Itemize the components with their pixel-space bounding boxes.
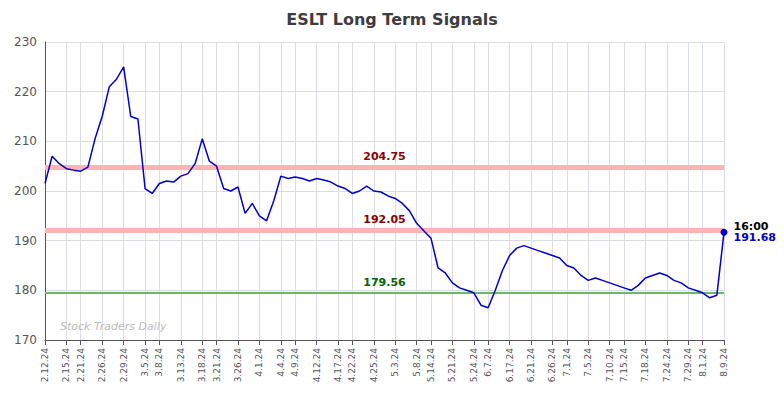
svg-text:3.26.24: 3.26.24 [233,348,243,383]
svg-text:Stock Traders Daily: Stock Traders Daily [60,320,167,333]
svg-text:ESLT Long Term Signals: ESLT Long Term Signals [286,10,498,29]
svg-text:4.1.24: 4.1.24 [254,348,264,377]
svg-text:8.1.24: 8.1.24 [698,348,708,377]
svg-text:3.5.24: 3.5.24 [140,348,150,377]
svg-text:4.25.24: 4.25.24 [369,348,379,383]
svg-text:6.26.24: 6.26.24 [547,348,557,383]
svg-text:170: 170 [14,333,37,347]
svg-text:2.26.24: 2.26.24 [97,348,107,383]
svg-text:3.18.24: 3.18.24 [197,348,207,383]
svg-text:4.4.24: 4.4.24 [276,348,286,377]
svg-text:210: 210 [14,134,37,148]
svg-text:2.15.24: 2.15.24 [61,348,71,383]
svg-text:5.24.24: 5.24.24 [469,348,479,383]
svg-text:7.18.24: 7.18.24 [640,348,650,383]
svg-text:5.21.24: 5.21.24 [447,348,457,383]
svg-text:7.29.24: 7.29.24 [683,348,693,383]
svg-text:230: 230 [14,35,37,49]
svg-text:3.21.24: 3.21.24 [212,348,222,383]
svg-text:8.9.24: 8.9.24 [719,348,729,377]
svg-text:5.3.24: 5.3.24 [390,348,400,377]
svg-text:200: 200 [14,184,37,198]
svg-text:6.21.24: 6.21.24 [526,348,536,383]
svg-text:2.29.24: 2.29.24 [119,348,129,383]
svg-text:179.56: 179.56 [363,276,406,289]
svg-text:7.1.24: 7.1.24 [562,348,572,377]
svg-text:7.24.24: 7.24.24 [662,348,672,383]
svg-text:220: 220 [14,85,37,99]
svg-text:180: 180 [14,283,37,297]
svg-text:191.68: 191.68 [734,231,776,244]
svg-text:192.05: 192.05 [363,213,405,226]
svg-text:7.5.24: 7.5.24 [583,348,593,377]
svg-text:6.17.24: 6.17.24 [505,348,515,383]
svg-text:2.21.24: 2.21.24 [76,348,86,383]
svg-text:5.14.24: 5.14.24 [426,348,436,383]
svg-text:190: 190 [14,234,37,248]
svg-text:16:00: 16:00 [733,220,769,234]
svg-text:2.12.24: 2.12.24 [40,348,50,383]
svg-text:4.22.24: 4.22.24 [347,348,357,383]
svg-text:204.75: 204.75 [363,150,405,163]
svg-text:7.10.24: 7.10.24 [605,348,615,383]
svg-text:7.15.24: 7.15.24 [619,348,629,383]
svg-text:4.12.24: 4.12.24 [312,348,322,383]
svg-text:5.8.24: 5.8.24 [412,348,422,377]
svg-text:4.17.24: 4.17.24 [333,348,343,383]
svg-text:4.9.24: 4.9.24 [290,348,300,377]
svg-text:6.7.24: 6.7.24 [483,348,493,377]
svg-text:3.8.24: 3.8.24 [154,348,164,377]
svg-text:3.13.24: 3.13.24 [176,348,186,383]
